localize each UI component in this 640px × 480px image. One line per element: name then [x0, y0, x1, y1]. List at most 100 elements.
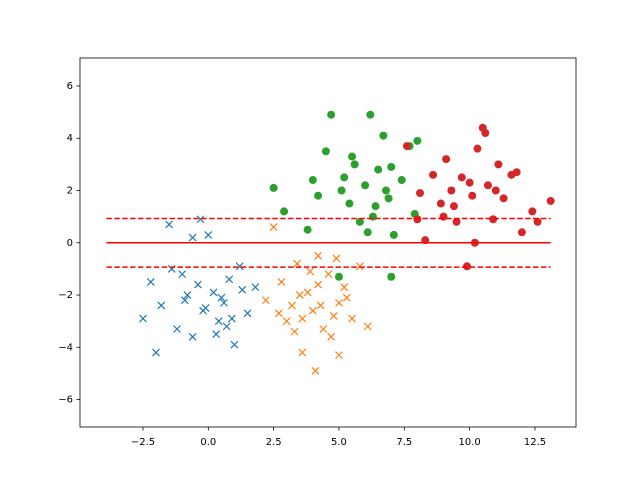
marker-x [220, 298, 228, 307]
marker-x [363, 322, 372, 331]
marker-x [146, 278, 155, 286]
marker-x [329, 312, 338, 320]
marker-dot [468, 191, 477, 200]
marker-x [314, 280, 322, 289]
marker-x [298, 348, 307, 357]
marker-x [308, 306, 317, 315]
marker-dot [379, 131, 388, 140]
marker-x [324, 270, 333, 279]
marker-x [311, 366, 320, 375]
marker-dot [366, 110, 375, 119]
marker-x [152, 348, 160, 357]
x-tick-label: 10.0 [459, 437, 481, 448]
marker-x [188, 233, 197, 242]
marker-x [293, 259, 302, 268]
marker-x [340, 283, 349, 292]
x-tick-label: 2.5 [266, 437, 282, 448]
marker-dot [491, 186, 500, 195]
marker-x [227, 314, 236, 323]
marker-dot [415, 189, 424, 198]
marker-dot [528, 207, 537, 216]
marker-dot [442, 155, 451, 164]
marker-dot [361, 181, 370, 190]
marker-dot [499, 194, 508, 203]
marker-x [332, 254, 341, 263]
x-tick-label: 7.5 [396, 437, 412, 448]
marker-dot [337, 186, 346, 195]
marker-dot [436, 199, 445, 208]
marker-x [201, 304, 210, 313]
marker-x [217, 293, 226, 302]
marker-dot [348, 152, 357, 161]
marker-x [306, 267, 315, 276]
marker-dot [363, 228, 372, 237]
x-tick-label: 12.5 [524, 437, 546, 448]
marker-dot [397, 176, 406, 185]
marker-dot [280, 207, 289, 216]
marker-dot [387, 162, 396, 171]
marker-x [314, 251, 322, 260]
marker-dot [334, 272, 343, 281]
marker-x [298, 314, 307, 323]
marker-dot [308, 176, 317, 185]
marker-dot [269, 183, 278, 192]
marker-x [183, 291, 192, 299]
marker-x [235, 262, 244, 271]
plot-area [106, 110, 555, 375]
marker-x [243, 309, 252, 318]
marker-dot [350, 160, 359, 169]
marker-dot [321, 147, 330, 156]
marker-dot [384, 194, 393, 203]
marker-x [261, 296, 270, 305]
marker-x [269, 223, 278, 232]
y-tick-label: −6 [58, 395, 73, 406]
marker-x [327, 332, 336, 341]
marker-dot [449, 202, 458, 211]
marker-dot [314, 191, 323, 200]
marker-dot [389, 230, 398, 239]
marker-x [193, 280, 202, 289]
marker-x [238, 285, 247, 294]
marker-x [230, 340, 239, 349]
marker-dot [447, 186, 456, 195]
marker-dot [371, 202, 380, 211]
y-tick-label: 6 [67, 81, 73, 92]
marker-x [173, 325, 181, 333]
marker-dot [303, 225, 312, 234]
marker-x [157, 301, 166, 310]
marker-dot [374, 165, 383, 174]
marker-x [342, 293, 351, 302]
marker-x [165, 220, 174, 229]
marker-x [335, 298, 343, 307]
marker-x [316, 301, 325, 310]
marker-dot [457, 173, 466, 182]
marker-x [180, 296, 189, 305]
marker-x [178, 270, 187, 279]
marker-dot [494, 160, 503, 169]
marker-dot [413, 215, 422, 224]
marker-x [335, 351, 343, 360]
x-tick-label: −2.5 [131, 437, 155, 448]
marker-x [288, 301, 296, 310]
y-tick-label: −2 [58, 290, 73, 301]
x-tick-label: 0.0 [200, 437, 216, 448]
marker-dot [481, 129, 490, 138]
marker-dot [465, 178, 474, 187]
x-tick-label: 5.0 [331, 437, 347, 448]
marker-dot [355, 217, 364, 226]
marker-dot [340, 173, 349, 182]
marker-x [355, 262, 364, 271]
marker-x [188, 332, 197, 341]
marker-dot [382, 186, 391, 195]
marker-x [274, 309, 283, 318]
marker-x [214, 317, 223, 326]
marker-dot [452, 217, 461, 226]
marker-dot [533, 217, 542, 226]
marker-x [319, 325, 328, 333]
marker-dot [483, 181, 492, 190]
marker-dot [489, 215, 498, 224]
marker-x [303, 288, 312, 297]
marker-dot [402, 142, 411, 151]
